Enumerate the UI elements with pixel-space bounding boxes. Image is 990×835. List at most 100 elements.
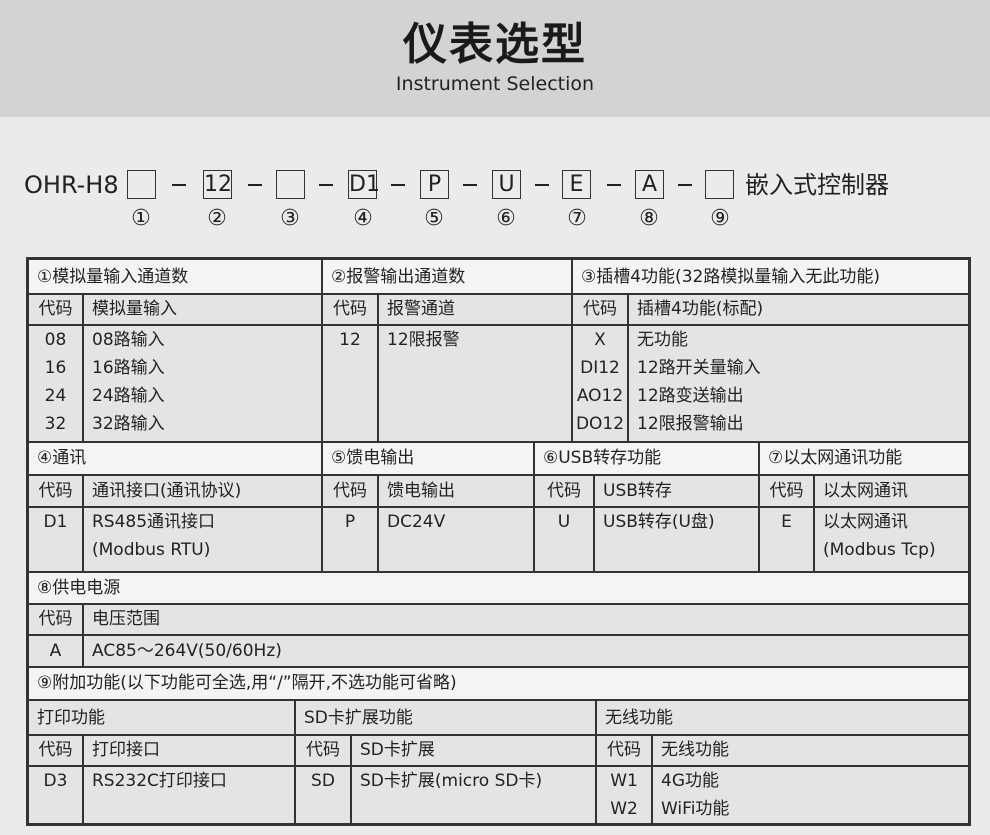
s2-descs: 12限报警 bbox=[378, 325, 572, 442]
s5-title: ⑤馈电输出 bbox=[322, 442, 534, 475]
dash bbox=[172, 184, 186, 186]
s9-sd-code-header: 代码 bbox=[295, 735, 351, 766]
s9-print-code-header: 代码 bbox=[28, 735, 83, 766]
desc: 12路变送输出 bbox=[637, 386, 744, 406]
code: 24 bbox=[44, 386, 67, 406]
marker-6: ⑥ bbox=[496, 206, 516, 231]
model-box-2: 12 bbox=[203, 170, 232, 199]
dash bbox=[535, 184, 549, 186]
page-subtitle: Instrument Selection bbox=[395, 73, 595, 95]
code: U bbox=[557, 512, 571, 532]
s7-desc-header: 以太网通讯 bbox=[814, 475, 969, 507]
s6-descs: USB转存(U盘) bbox=[594, 507, 759, 572]
s5-desc-header: 馈电输出 bbox=[378, 475, 534, 507]
desc: 16路输入 bbox=[92, 358, 165, 378]
code: D3 bbox=[43, 771, 68, 791]
dash bbox=[678, 184, 692, 186]
s9-print-title: 打印功能 bbox=[28, 700, 295, 735]
desc: RS232C打印接口 bbox=[92, 771, 227, 791]
code: W2 bbox=[610, 799, 638, 819]
s6-code-header: 代码 bbox=[534, 475, 594, 507]
desc: (Modbus Tcp) bbox=[823, 540, 936, 560]
s4-code-header: 代码 bbox=[28, 475, 83, 507]
s6-desc-header: USB转存 bbox=[594, 475, 759, 507]
model-box-7: E bbox=[562, 170, 591, 199]
page-title: 仪表选型 bbox=[403, 19, 587, 70]
dash bbox=[248, 184, 262, 186]
s4-codes: D1 bbox=[28, 507, 83, 572]
s9-wireless-codes: W1 W2 bbox=[596, 766, 652, 824]
s4-descs: RS485通讯接口 (Modbus RTU) bbox=[83, 507, 322, 572]
s6-codes: U bbox=[534, 507, 594, 572]
s3-title: ③插槽4功能(32路模拟量输入无此功能) bbox=[572, 259, 969, 294]
code: E bbox=[781, 512, 792, 532]
dash bbox=[607, 184, 621, 186]
model-box-8: A bbox=[635, 170, 664, 199]
marker-7: ⑦ bbox=[567, 206, 587, 231]
desc: (Modbus RTU) bbox=[92, 540, 211, 560]
dash bbox=[391, 184, 405, 186]
s1-codes: 08 16 24 32 bbox=[28, 325, 83, 442]
model-box-9 bbox=[705, 170, 734, 199]
s9-sd-codes: SD bbox=[295, 766, 351, 824]
model-prefix: OHR-H8 bbox=[24, 171, 119, 199]
s8-desc-header: 电压范围 bbox=[83, 604, 969, 635]
desc: WiFi功能 bbox=[661, 799, 730, 819]
s9-wireless-desc-header: 无线功能 bbox=[652, 735, 969, 766]
s2-desc-header: 报警通道 bbox=[378, 294, 572, 325]
desc: 24路输入 bbox=[92, 386, 165, 406]
s8-code: A bbox=[28, 635, 83, 667]
desc: 无功能 bbox=[637, 330, 688, 350]
desc: 32路输入 bbox=[92, 414, 165, 434]
s5-descs: DC24V bbox=[378, 507, 534, 572]
code: AO12 bbox=[576, 386, 624, 406]
code: W1 bbox=[610, 771, 638, 791]
s1-title: ①模拟量输入通道数 bbox=[28, 259, 322, 294]
s1-desc-header: 模拟量输入 bbox=[83, 294, 322, 325]
marker-9: ⑨ bbox=[710, 206, 730, 231]
marker-3: ③ bbox=[280, 206, 300, 231]
desc: 12路开关量输入 bbox=[637, 358, 761, 378]
desc: DC24V bbox=[387, 512, 446, 532]
s3-desc-header: 插槽4功能(标配) bbox=[628, 294, 969, 325]
s3-codes: X DI12 AO12 DO12 bbox=[572, 325, 628, 442]
s8-desc: AC85～264V(50/60Hz) bbox=[83, 635, 969, 667]
desc: 12限报警输出 bbox=[637, 414, 744, 434]
s1-descs: 08路输入 16路输入 24路输入 32路输入 bbox=[83, 325, 322, 442]
s9-print-descs: RS232C打印接口 bbox=[83, 766, 295, 824]
s9-sd-descs: SD卡扩展(micro SD卡) bbox=[351, 766, 596, 824]
selection-table: ①模拟量输入通道数 ②报警输出通道数 ③插槽4功能(32路模拟量输入无此功能) … bbox=[26, 257, 971, 826]
s3-code-header: 代码 bbox=[572, 294, 628, 325]
s9-title: ⑨附加功能(以下功能可全选,用“/”隔开,不选功能可省略) bbox=[28, 667, 969, 700]
s7-code-header: 代码 bbox=[759, 475, 814, 507]
s9-wireless-descs: 4G功能 WiFi功能 bbox=[652, 766, 969, 824]
s4-title: ④通讯 bbox=[28, 442, 322, 475]
desc: SD卡扩展(micro SD卡) bbox=[360, 771, 543, 791]
s9-wireless-code-header: 代码 bbox=[596, 735, 652, 766]
code: D1 bbox=[43, 512, 68, 532]
code: 12 bbox=[339, 330, 361, 350]
code: SD bbox=[311, 771, 335, 791]
s7-codes: E bbox=[759, 507, 814, 572]
desc: RS485通讯接口 bbox=[92, 512, 216, 532]
s6-title: ⑥USB转存功能 bbox=[534, 442, 759, 475]
s3-descs: 无功能 12路开关量输入 12路变送输出 12限报警输出 bbox=[628, 325, 969, 442]
model-box-5: P bbox=[420, 170, 449, 199]
s1-code-header: 代码 bbox=[28, 294, 83, 325]
s2-title: ②报警输出通道数 bbox=[322, 259, 572, 294]
desc: 12限报警 bbox=[387, 330, 460, 350]
s9-sd-desc-header: SD卡扩展 bbox=[351, 735, 596, 766]
model-box-1 bbox=[127, 170, 156, 199]
desc: 以太网通讯 bbox=[823, 512, 908, 532]
marker-2: ② bbox=[207, 206, 227, 231]
dash bbox=[319, 184, 333, 186]
s2-code-header: 代码 bbox=[322, 294, 378, 325]
s7-descs: 以太网通讯 (Modbus Tcp) bbox=[814, 507, 969, 572]
code: X bbox=[594, 330, 606, 350]
model-suffix: 嵌入式控制器 bbox=[745, 171, 889, 199]
dash bbox=[463, 184, 477, 186]
s2-codes: 12 bbox=[322, 325, 378, 442]
model-box-3 bbox=[276, 170, 305, 199]
code: P bbox=[344, 512, 356, 532]
code: 32 bbox=[44, 414, 67, 434]
